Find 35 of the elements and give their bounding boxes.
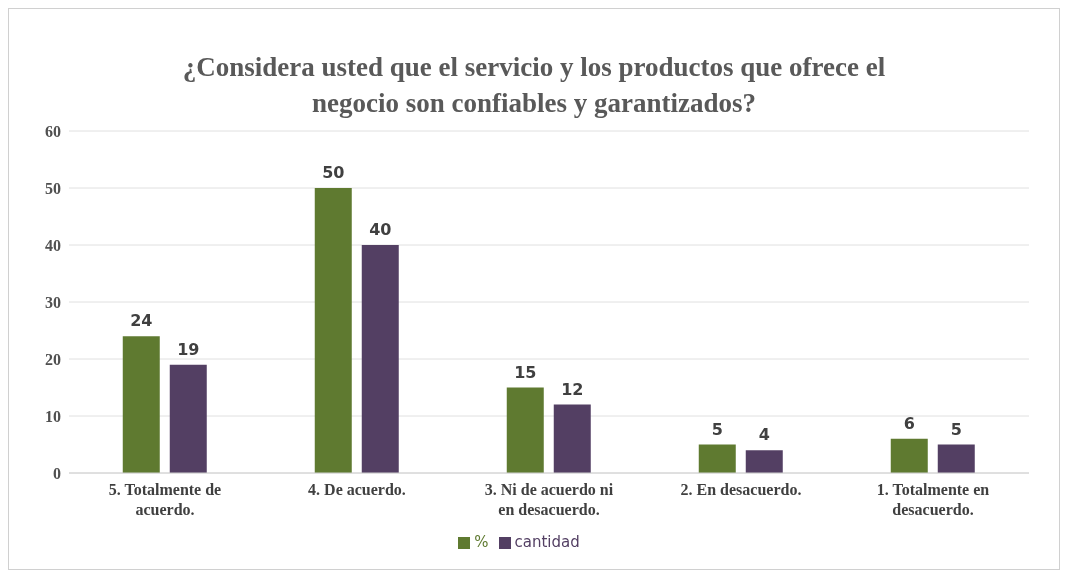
data-label: 5 [711, 419, 723, 439]
bar [890, 438, 928, 473]
bar [122, 336, 160, 473]
legend-label: cantidad [514, 533, 580, 551]
data-label: 24 [130, 311, 153, 331]
data-label: 40 [369, 220, 392, 239]
y-tick-label: 50 [45, 179, 61, 197]
y-tick-label: 40 [45, 236, 61, 254]
data-label: 19 [177, 339, 200, 359]
bar [361, 245, 399, 473]
y-tick-label: 60 [45, 122, 61, 140]
y-tick-label: 20 [45, 350, 61, 368]
x-tick-label: 3. Ni de acuerdo ni en desacuerdo. [484, 481, 614, 518]
y-tick-label: 0 [53, 464, 61, 482]
data-label: 6 [903, 413, 915, 433]
data-label: 5 [950, 419, 962, 439]
bar [745, 450, 783, 473]
data-label: 12 [561, 379, 584, 399]
data-label: 4 [758, 425, 770, 445]
x-tick-label: 2. En desacuerdo. [680, 481, 802, 498]
x-tick-label: 4. De acuerdo. [308, 481, 406, 498]
data-label: 50 [322, 163, 345, 182]
y-tick-label: 10 [45, 407, 61, 425]
bar [937, 444, 975, 473]
bar [169, 364, 207, 473]
x-tick-label: 1. Totalmente en desacuerdo. [876, 481, 990, 518]
y-tick-label: 30 [45, 293, 61, 311]
legend-label: % [474, 533, 489, 551]
data-label: 15 [514, 362, 537, 382]
bar [553, 404, 591, 473]
bar [506, 387, 544, 473]
chart-title: ¿Considera usted que el servicio y los productos que ofrece el negocio son confiables y garantizados? [181, 51, 887, 120]
bar [698, 444, 736, 473]
x-tick-label: 5. Totalmente de acuerdo. [108, 481, 222, 518]
bar [314, 188, 352, 473]
